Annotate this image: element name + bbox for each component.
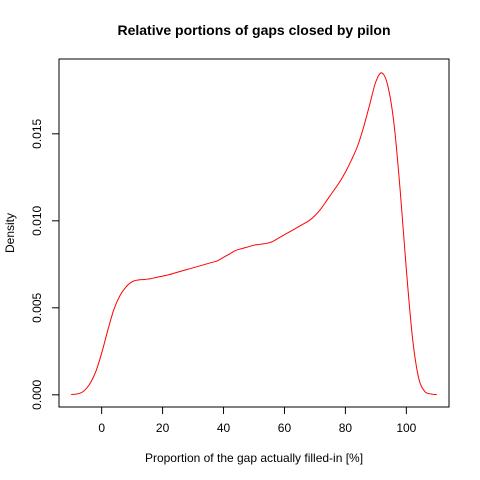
x-tick-label: 40: [217, 421, 231, 435]
x-tick-label: 60: [278, 421, 292, 435]
plot-frame: [58, 58, 450, 408]
x-tick-label: 80: [339, 421, 353, 435]
y-axis: 0.000 0.005 0.010 0.015: [30, 118, 60, 410]
y-axis-label: Density: [3, 213, 17, 253]
y-tick-label: 0.005: [30, 292, 44, 322]
density-curve: [71, 72, 437, 396]
x-axis: 0 20 40 60 80 100: [98, 406, 417, 435]
y-tick-label: 0.010: [30, 205, 44, 235]
chart-title: Relative portions of gaps closed by pilo…: [117, 22, 390, 38]
y-tick-label: 0.015: [30, 118, 44, 148]
x-axis-label: Proportion of the gap actually filled-in…: [145, 451, 363, 465]
x-tick-label: 100: [396, 421, 416, 435]
x-tick-label: 0: [98, 421, 105, 435]
x-tick-label: 20: [156, 421, 170, 435]
y-tick-label: 0.000: [30, 379, 44, 409]
